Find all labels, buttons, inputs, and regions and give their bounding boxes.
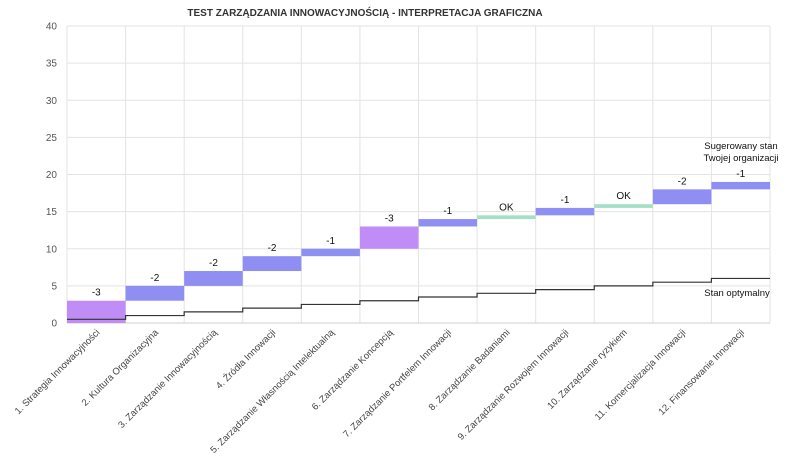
y-tick-label: 10	[46, 244, 58, 255]
gap-bar	[535, 207, 595, 216]
gap-label: -2	[150, 273, 159, 284]
x-tick-label: 5. Zarządzanie Własnością Intelektualną	[208, 327, 337, 456]
gap-bar	[652, 189, 712, 205]
gap-bar	[359, 226, 419, 249]
x-tick-label: 4. Źródła Innowacji	[214, 327, 278, 391]
x-tick-label: 3. Zarządzanie Innowacyjnością	[116, 327, 220, 431]
y-tick-label: 40	[46, 22, 58, 33]
gap-label: OK	[616, 191, 631, 202]
y-tick-label: 15	[46, 207, 58, 218]
x-tick-label: 9. Zarządzanie Rozwojem Innowacji	[456, 327, 571, 442]
optimal-state-line	[67, 277, 770, 320]
suggested-state-label-line1: Sugerowany stan	[704, 141, 777, 152]
gap-bar	[125, 285, 185, 301]
optimal-line	[67, 277, 770, 320]
gap-bars	[67, 181, 770, 323]
y-tick-label: 20	[46, 170, 58, 181]
chart-title: TEST ZARZĄDZANIA INNOWACYJNOŚCIĄ - INTER…	[187, 6, 542, 19]
gap-label: -1	[561, 195, 570, 206]
gap-label: -2	[678, 176, 687, 187]
gap-bar	[594, 204, 653, 208]
gap-label: -1	[443, 206, 452, 217]
gap-bar	[242, 256, 302, 272]
gap-bar	[67, 300, 126, 323]
gap-label: -2	[209, 258, 218, 269]
gap-bar	[477, 215, 536, 220]
gap-label: -1	[326, 236, 335, 247]
x-tick-label: 7. Zarządzanie Portfelem Innowacji	[341, 327, 454, 440]
axis-ticks: 0 5 10 15 20 25 30 35 40	[46, 22, 58, 330]
grid	[66, 25, 771, 324]
gap-label: -2	[268, 243, 277, 254]
y-tick-label: 25	[46, 133, 58, 144]
data-labels: -3 -2 -2 -2 -1 -3 -1 OK -1 OK -2 -1	[92, 169, 746, 299]
y-tick-label: 5	[51, 281, 57, 292]
gap-bar	[184, 271, 243, 286]
y-tick-label: 0	[51, 319, 57, 330]
gap-label: -1	[736, 169, 745, 180]
y-tick-label: 35	[46, 59, 58, 70]
y-tick-label: 30	[46, 96, 58, 107]
optimal-state-label: Stan optymalny	[704, 288, 770, 299]
gap-bar	[711, 181, 770, 190]
gap-bar	[301, 248, 360, 257]
gap-label: -3	[92, 288, 101, 299]
gap-bar	[418, 219, 478, 227]
gap-label: OK	[499, 202, 514, 213]
suggested-state-label-line2: Twojej organizacji	[704, 153, 779, 164]
gap-label: -3	[385, 213, 394, 224]
